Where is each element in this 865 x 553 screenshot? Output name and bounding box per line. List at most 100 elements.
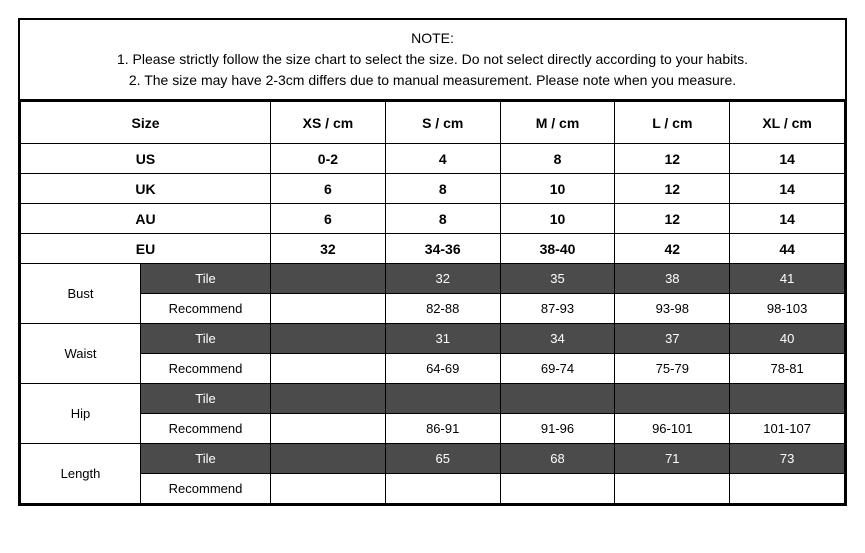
label-eu: EU — [21, 234, 271, 264]
note-line-1: 1. Please strictly follow the size chart… — [30, 49, 835, 70]
label-uk: UK — [21, 174, 271, 204]
length-rec-s — [385, 474, 500, 504]
bust-rec-m: 87-93 — [500, 294, 615, 324]
row-au: AU 6 8 10 12 14 — [21, 204, 845, 234]
uk-s: 8 — [385, 174, 500, 204]
row-waist-tile: Waist Tile 31 34 37 40 — [21, 324, 845, 354]
us-m: 8 — [500, 144, 615, 174]
waist-rec-s: 64-69 — [385, 354, 500, 384]
sublabel-tile: Tile — [141, 264, 271, 294]
header-xl: XL / cm — [730, 102, 845, 144]
hip-rec-l: 96-101 — [615, 414, 730, 444]
hip-rec-xs — [271, 414, 386, 444]
au-l: 12 — [615, 204, 730, 234]
row-uk: UK 6 8 10 12 14 — [21, 174, 845, 204]
eu-xl: 44 — [730, 234, 845, 264]
label-au: AU — [21, 204, 271, 234]
hip-tile-s — [385, 384, 500, 414]
au-xl: 14 — [730, 204, 845, 234]
waist-tile-s: 31 — [385, 324, 500, 354]
hip-tile-m — [500, 384, 615, 414]
uk-xl: 14 — [730, 174, 845, 204]
header-m: M / cm — [500, 102, 615, 144]
au-m: 10 — [500, 204, 615, 234]
row-length-recommend: Recommend — [21, 474, 845, 504]
uk-l: 12 — [615, 174, 730, 204]
waist-rec-l: 75-79 — [615, 354, 730, 384]
note-line-2: 2. The size may have 2-3cm differs due t… — [30, 70, 835, 91]
bust-tile-l: 38 — [615, 264, 730, 294]
bust-tile-m: 35 — [500, 264, 615, 294]
bust-tile-xl: 41 — [730, 264, 845, 294]
row-eu: EU 32 34-36 38-40 42 44 — [21, 234, 845, 264]
eu-s: 34-36 — [385, 234, 500, 264]
bust-rec-s: 82-88 — [385, 294, 500, 324]
length-tile-xs — [271, 444, 386, 474]
waist-rec-xl: 78-81 — [730, 354, 845, 384]
length-rec-xs — [271, 474, 386, 504]
sublabel-tile: Tile — [141, 444, 271, 474]
label-waist: Waist — [21, 324, 141, 384]
us-s: 4 — [385, 144, 500, 174]
waist-tile-xs — [271, 324, 386, 354]
header-size: Size — [21, 102, 271, 144]
sublabel-tile: Tile — [141, 324, 271, 354]
bust-tile-xs — [271, 264, 386, 294]
row-hip-recommend: Recommend 86-91 91-96 96-101 101-107 — [21, 414, 845, 444]
sublabel-tile: Tile — [141, 384, 271, 414]
length-rec-l — [615, 474, 730, 504]
bust-rec-xs — [271, 294, 386, 324]
header-s: S / cm — [385, 102, 500, 144]
hip-rec-s: 86-91 — [385, 414, 500, 444]
note-title: NOTE: — [30, 28, 835, 49]
eu-l: 42 — [615, 234, 730, 264]
label-us: US — [21, 144, 271, 174]
row-length-tile: Length Tile 65 68 71 73 — [21, 444, 845, 474]
header-row: Size XS / cm S / cm M / cm L / cm XL / c… — [21, 102, 845, 144]
au-xs: 6 — [271, 204, 386, 234]
label-bust: Bust — [21, 264, 141, 324]
row-waist-recommend: Recommend 64-69 69-74 75-79 78-81 — [21, 354, 845, 384]
row-hip-tile: Hip Tile — [21, 384, 845, 414]
waist-tile-xl: 40 — [730, 324, 845, 354]
note-block: NOTE: 1. Please strictly follow the size… — [20, 20, 845, 101]
au-s: 8 — [385, 204, 500, 234]
waist-rec-xs — [271, 354, 386, 384]
header-l: L / cm — [615, 102, 730, 144]
size-chart-container: NOTE: 1. Please strictly follow the size… — [18, 18, 847, 506]
waist-tile-l: 37 — [615, 324, 730, 354]
label-length: Length — [21, 444, 141, 504]
sublabel-recommend: Recommend — [141, 354, 271, 384]
us-xl: 14 — [730, 144, 845, 174]
length-rec-xl — [730, 474, 845, 504]
row-us: US 0-2 4 8 12 14 — [21, 144, 845, 174]
length-tile-m: 68 — [500, 444, 615, 474]
sublabel-recommend: Recommend — [141, 294, 271, 324]
us-xs: 0-2 — [271, 144, 386, 174]
hip-tile-xs — [271, 384, 386, 414]
hip-tile-xl — [730, 384, 845, 414]
header-xs: XS / cm — [271, 102, 386, 144]
eu-xs: 32 — [271, 234, 386, 264]
length-tile-xl: 73 — [730, 444, 845, 474]
hip-rec-m: 91-96 — [500, 414, 615, 444]
waist-rec-m: 69-74 — [500, 354, 615, 384]
eu-m: 38-40 — [500, 234, 615, 264]
length-tile-s: 65 — [385, 444, 500, 474]
bust-rec-xl: 98-103 — [730, 294, 845, 324]
hip-tile-l — [615, 384, 730, 414]
waist-tile-m: 34 — [500, 324, 615, 354]
sublabel-recommend: Recommend — [141, 474, 271, 504]
us-l: 12 — [615, 144, 730, 174]
row-bust-recommend: Recommend 82-88 87-93 93-98 98-103 — [21, 294, 845, 324]
hip-rec-xl: 101-107 — [730, 414, 845, 444]
uk-xs: 6 — [271, 174, 386, 204]
length-tile-l: 71 — [615, 444, 730, 474]
sublabel-recommend: Recommend — [141, 414, 271, 444]
bust-rec-l: 93-98 — [615, 294, 730, 324]
uk-m: 10 — [500, 174, 615, 204]
bust-tile-s: 32 — [385, 264, 500, 294]
length-rec-m — [500, 474, 615, 504]
size-table: Size XS / cm S / cm M / cm L / cm XL / c… — [20, 101, 845, 504]
label-hip: Hip — [21, 384, 141, 444]
